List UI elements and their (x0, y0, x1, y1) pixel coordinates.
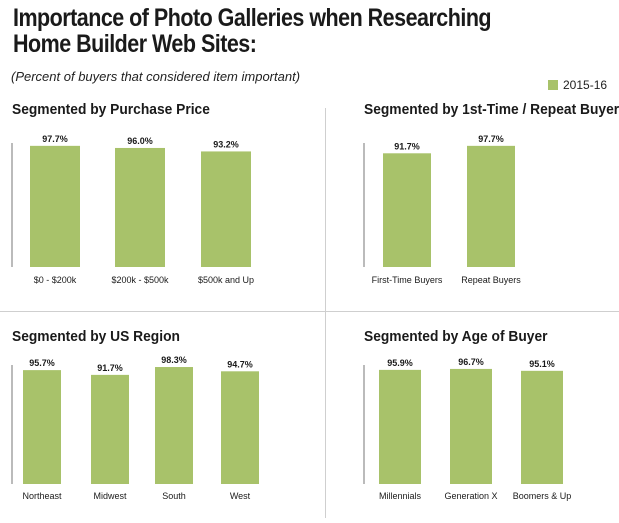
data-label: 91.7% (97, 363, 123, 373)
data-label: 93.2% (213, 139, 239, 149)
page-title-line2: Home Builder Web Sites: (13, 30, 257, 58)
category-label: Repeat Buyers (461, 275, 521, 285)
bar (201, 151, 251, 267)
chart-purchase-price: 97.7% $0 - $200k 96.0% $200k - $500k 93.2% $5… (11, 134, 254, 285)
category-label: $500k and Up (198, 275, 254, 285)
bar (221, 371, 259, 484)
chart-us-region: 95.7% Northeast 91.7% Midwest 98.3% South 94.7… (11, 355, 259, 501)
legend: 2015-16 (548, 78, 607, 92)
category-label: $0 - $200k (34, 275, 77, 285)
data-label: 97.7% (478, 134, 504, 144)
bar (91, 374, 129, 484)
category-label: Boomers & Up (513, 491, 572, 501)
data-label: 95.7% (29, 358, 55, 368)
bar (383, 153, 431, 267)
panel-title: Segmented by 1st-Time / Repeat Buyer (364, 101, 619, 118)
bar (30, 145, 80, 267)
panel-title: Segmented by Purchase Price (12, 101, 210, 118)
data-label: 97.7% (42, 134, 68, 144)
data-label: 95.1% (529, 359, 555, 369)
data-label: 98.3% (161, 355, 187, 365)
category-label: First-Time Buyers (372, 275, 443, 285)
panel-title: Segmented by US Region (12, 328, 180, 345)
category-label: $200k - $500k (111, 275, 169, 285)
category-label: Millennials (379, 491, 422, 501)
subtitle: (Percent of buyers that considered item … (11, 69, 301, 84)
data-label: 94.7% (227, 359, 253, 369)
legend-label: 2015-16 (563, 78, 608, 92)
page-title: Importance of Photo Galleries when Resea… (13, 5, 495, 57)
legend-swatch (548, 80, 558, 90)
category-label: West (230, 491, 251, 501)
page-title-line1: Importance of Photo Galleries when Resea… (13, 4, 492, 32)
chart-age-of-buyer: 95.9% Millennials 96.7% Generation X 95.1% Bo… (363, 357, 572, 501)
bar (467, 145, 515, 267)
category-label: Generation X (444, 491, 497, 501)
panel-title: Segmented by Age of Buyer (364, 328, 548, 345)
divider-vertical (325, 108, 326, 518)
bar (450, 368, 492, 484)
bar (155, 367, 193, 484)
data-label: 96.0% (127, 136, 153, 146)
bar (115, 147, 165, 267)
category-label: South (162, 491, 186, 501)
category-label: Midwest (93, 491, 127, 501)
bar (521, 370, 563, 484)
data-label: 91.7% (394, 141, 420, 151)
data-label: 96.7% (458, 357, 484, 367)
bar (23, 370, 61, 484)
category-label: Northeast (22, 491, 62, 501)
chart-first-time-repeat: 91.7% First-Time Buyers 97.7% Repeat Buyers (363, 134, 521, 285)
bar (379, 369, 421, 484)
data-label: 95.9% (387, 358, 413, 368)
divider-horizontal (0, 311, 619, 312)
